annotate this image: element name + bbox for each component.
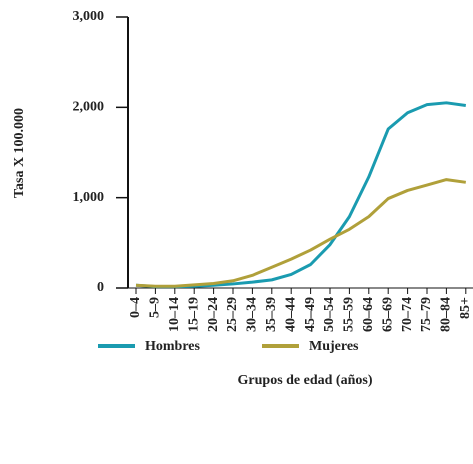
y-tick-label: 0: [97, 280, 104, 295]
x-tick-label: 20–24: [206, 297, 221, 332]
y-axis-title: Tasa X 100.000: [12, 108, 27, 198]
x-tick-label: 10–14: [167, 297, 182, 332]
x-tick-label: 85+: [458, 297, 473, 319]
x-tick-label: 35–39: [264, 297, 279, 332]
x-tick-label: 80–84: [439, 297, 454, 332]
series-line: [135, 101, 467, 289]
y-tick-label: 3,000: [73, 9, 105, 24]
x-tick-label: 5–9: [148, 297, 163, 318]
x-tick-label: 60–64: [361, 297, 376, 332]
series-line: [135, 178, 467, 288]
x-tick-label: 55–59: [342, 297, 357, 332]
x-tick-label: 65–69: [380, 297, 395, 332]
x-tick-label: 45–49: [303, 297, 318, 332]
y-tick-label: 1,000: [73, 190, 105, 205]
y-tick-label: 2,000: [73, 100, 105, 115]
x-tick-label: 30–34: [245, 297, 260, 332]
legend-label: Mujeres: [309, 339, 359, 354]
x-tick-label: 75–79: [419, 297, 434, 332]
x-axis-title: Grupos de edad (años): [238, 373, 373, 388]
x-tick-label: 0–4: [128, 297, 143, 318]
x-tick-label: 25–29: [225, 297, 240, 332]
x-tick-label: 70–74: [400, 297, 415, 332]
legend-label: Hombres: [145, 339, 201, 354]
x-tick-label: 50–54: [322, 297, 337, 332]
x-tick-label: 15–19: [186, 297, 201, 332]
x-tick-label: 40–44: [283, 297, 298, 332]
